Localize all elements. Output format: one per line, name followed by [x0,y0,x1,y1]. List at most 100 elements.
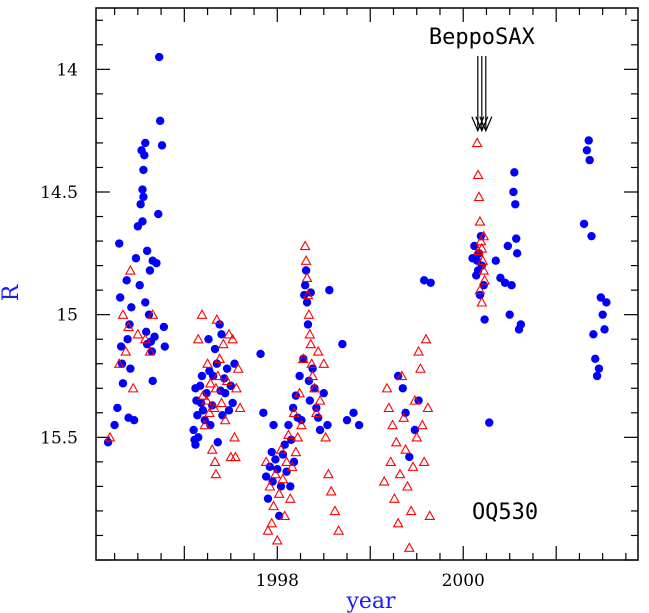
data-point [385,456,397,467]
data-point [310,384,319,393]
data-point [139,333,151,344]
data-point [281,456,293,467]
data-point [141,138,150,148]
data-point [117,309,129,319]
data-point [476,296,488,307]
data-point [400,443,412,454]
data-point [265,462,275,471]
data-point [294,387,306,398]
data-point [392,517,404,528]
data-point [424,510,436,520]
data-point [197,371,207,381]
data-point [296,419,307,430]
annotation-label: OQ530 [472,500,538,525]
data-point [378,475,390,486]
data-point [268,500,280,511]
data-point [480,315,489,324]
data-point [113,403,122,413]
data-point [201,394,213,405]
data-point [485,418,494,427]
data-point [596,293,606,302]
data-point [383,402,395,413]
data-point [230,382,242,393]
data-point [220,374,229,383]
data-point [279,510,291,520]
data-point [477,261,487,270]
y-tick-label: 15.5 [40,428,78,448]
data-point [512,249,522,258]
data-point [261,472,271,481]
data-point [210,468,222,479]
data-point [131,254,141,263]
data-point [405,505,417,516]
data-point [409,394,421,405]
data-point [302,289,314,300]
data-point [259,408,268,417]
data-point [516,320,526,329]
data-point [103,438,113,447]
data-point [145,266,155,275]
data-point [416,419,428,430]
data-point [225,451,237,462]
data-point [500,278,510,287]
data-point [592,371,602,381]
data-point [322,468,334,479]
data-point [478,230,490,241]
data-point [127,382,139,393]
data-point [594,364,604,373]
data-point [411,431,423,442]
data-point [222,364,232,373]
data-point [123,335,132,344]
data-point [223,328,235,339]
data-point [266,517,278,528]
data-point [505,310,514,319]
data-point [211,313,223,324]
data-point [479,281,488,290]
data-point [598,310,607,319]
data-point [226,381,236,391]
data-point [304,376,314,386]
data-point [584,136,593,145]
data-point [301,272,313,283]
data-point [407,461,419,471]
data-point [320,431,332,442]
data-point [338,339,347,349]
data-point [302,298,312,307]
data-point [287,435,296,444]
data-point [195,381,205,391]
data-point [120,345,132,356]
data-point [262,524,274,535]
data-point [139,165,148,175]
data-point [354,420,364,430]
data-point [295,371,304,381]
data-point [208,371,218,381]
data-point [491,256,500,265]
y-tick-label: 15 [56,306,78,326]
data-point [115,293,125,302]
data-point [126,364,135,373]
data-point [230,451,241,462]
data-point [198,406,208,415]
data-point [277,473,289,484]
data-point [413,345,425,356]
data-point [210,344,220,354]
data-point [388,493,400,503]
data-point [313,413,323,422]
data-point [194,433,203,442]
data-point [208,402,220,413]
data-point [396,370,408,381]
data-point [191,440,200,449]
data-point [286,482,295,491]
data-point [582,146,592,155]
data-point [479,274,491,285]
data-point [140,151,149,160]
data-point [189,425,198,435]
data-point [260,456,272,467]
data-point [229,431,240,442]
data-point [269,468,281,479]
data-point [142,327,151,337]
data-point [585,155,594,165]
data-point [263,494,273,503]
data-point [115,239,124,248]
data-point [147,309,159,319]
